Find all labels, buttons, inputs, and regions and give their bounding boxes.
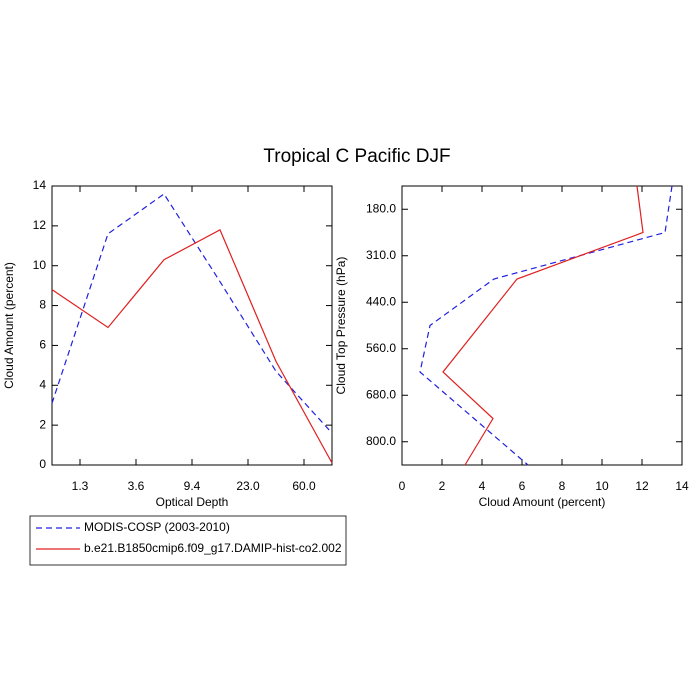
legend-label: MODIS-COSP (2003-2010) — [84, 520, 230, 534]
x-tick-label: 4 — [479, 479, 486, 493]
x-tick-label: 60.0 — [292, 479, 316, 493]
y-axis-label: Cloud Top Pressure (hPa) — [334, 257, 348, 395]
y-tick-label: 8 — [39, 298, 46, 312]
y-tick-label: 14 — [33, 178, 47, 192]
y-tick-label: 6 — [39, 338, 46, 352]
y-tick-label: 2 — [39, 417, 46, 431]
y-tick-label: 800.0 — [366, 434, 396, 448]
x-tick-label: 9.4 — [184, 479, 201, 493]
y-axis-label: Cloud Amount (percent) — [2, 262, 16, 389]
series-line — [51, 229, 333, 464]
plot-frame — [51, 185, 333, 466]
y-tick-label: 310.0 — [366, 248, 396, 262]
y-tick-label: 0 — [39, 457, 46, 471]
y-tick-label: 440.0 — [366, 294, 396, 308]
x-tick-label: 12 — [635, 479, 649, 493]
y-tick-label: 560.0 — [366, 341, 396, 355]
x-tick-label: 8 — [559, 479, 566, 493]
series-line — [419, 185, 673, 466]
x-axis-label: Optical Depth — [156, 495, 229, 509]
x-tick-label: 1.3 — [72, 479, 89, 493]
x-tick-label: 14 — [675, 479, 689, 493]
x-tick-label: 3.6 — [128, 479, 145, 493]
x-tick-label: 0 — [399, 479, 406, 493]
x-axis-label: Cloud Amount (percent) — [479, 495, 606, 509]
x-tick-label: 10 — [595, 479, 609, 493]
y-tick-label: 4 — [39, 377, 46, 391]
plot-frame — [401, 185, 683, 466]
x-tick-label: 23.0 — [236, 479, 260, 493]
series-line — [442, 185, 644, 466]
series-line — [51, 193, 333, 434]
y-tick-label: 680.0 — [366, 387, 396, 401]
legend-label: b.e21.B1850cmip6.f09_g17.DAMIP-hist-co2.… — [84, 541, 342, 555]
y-tick-label: 180.0 — [366, 201, 396, 215]
y-tick-label: 12 — [33, 218, 47, 232]
y-tick-label: 10 — [33, 258, 47, 272]
x-tick-label: 2 — [439, 479, 446, 493]
legend-box — [29, 515, 347, 566]
x-tick-label: 6 — [519, 479, 526, 493]
chart-title: Tropical C Pacific DJF — [263, 146, 450, 167]
